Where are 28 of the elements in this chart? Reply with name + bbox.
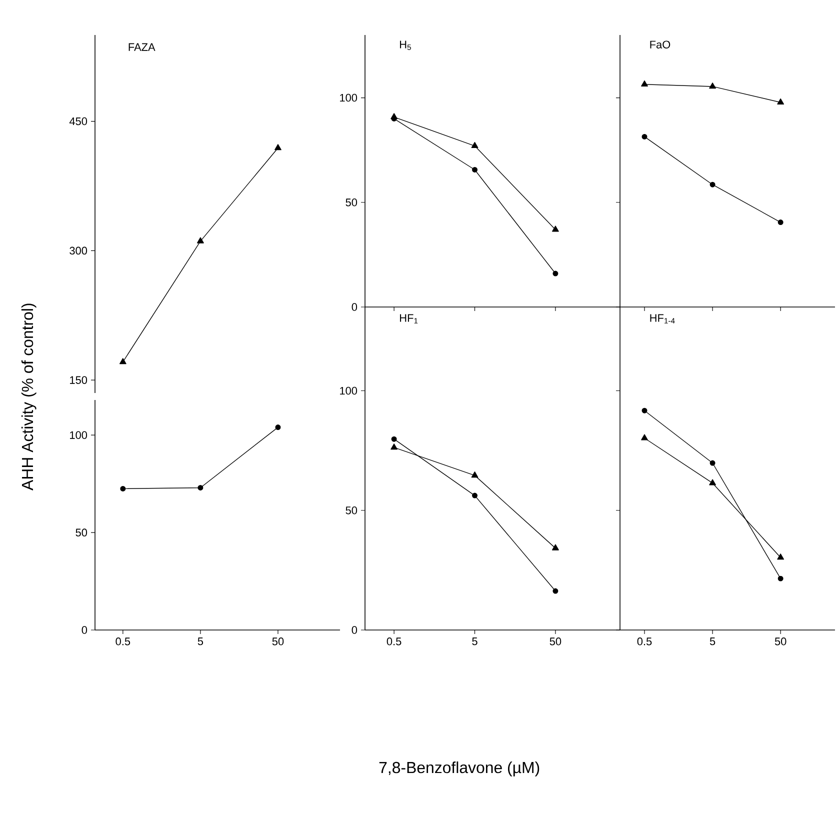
chart-title: FaO [650,40,670,48]
x-tick-label: 50 [774,638,786,646]
text: FAZA [128,43,156,51]
x-axis-title: 7,8-Benzoflavone (µM) [379,761,540,776]
y-tick-label: 50 [76,528,88,536]
text: HF$_{1}$ [400,314,418,324]
x-tick-label: 50 [272,638,284,646]
text: HF$_{1-4}$ [650,314,675,324]
x-tick-label: 5 [710,638,716,646]
x-tick-label: 0.5 [637,638,652,646]
y-tick-label: 100 [340,386,358,395]
y-axis-title: AHH Activity (% of control) [21,304,36,490]
x-tick-label: 5 [472,638,478,646]
y-tick-label: 50 [346,198,358,206]
y-tick-label: 300 [70,246,88,255]
y-tick-label: 50 [346,506,358,514]
x-tick-label: 5 [198,638,204,646]
y-tick-label: 100 [70,431,88,439]
y-tick-label: 0 [352,303,358,311]
y-tick-label: 150 [70,376,88,384]
y-tick-label: 100 [340,94,358,102]
x-tick-label: 50 [550,638,562,646]
x-tick-label: 0.5 [116,638,130,646]
y-tick-label: 0 [352,626,358,634]
y-tick-label: 450 [69,117,88,126]
chart-title: H$_{5}$ [400,40,411,50]
y-tick-label: 0 [82,626,88,634]
x-tick-label: 0.5 [386,638,402,646]
